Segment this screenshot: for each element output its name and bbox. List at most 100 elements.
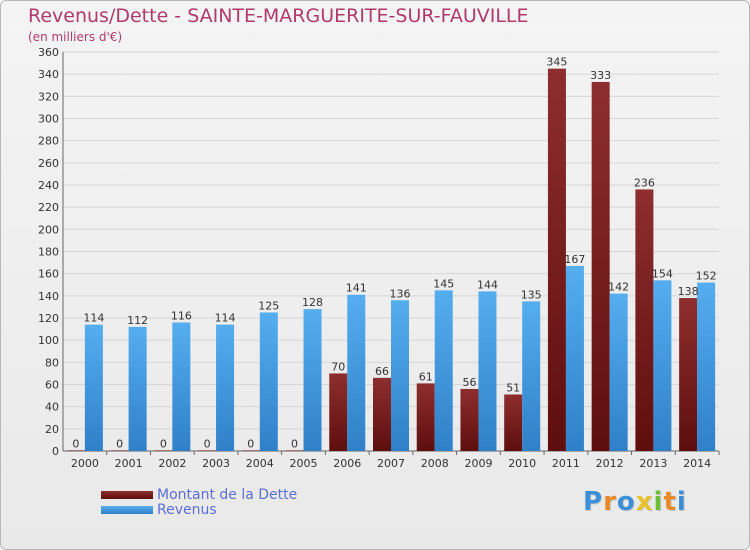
x-tick-label: 2011	[552, 457, 580, 470]
data-label-debt-2008: 61	[419, 370, 433, 383]
data-label-revenue-2002: 116	[171, 309, 192, 322]
bar-revenue-2011	[565, 265, 584, 451]
y-tick-label: 240	[38, 179, 59, 192]
legend-label-debt: Montant de la Dette	[157, 486, 298, 503]
data-label-revenue-2014: 152	[696, 270, 717, 283]
bar-debt-2008	[416, 383, 435, 451]
data-label-revenue-2004: 125	[258, 299, 279, 312]
bar-revenue-2000	[84, 324, 103, 451]
bar-revenue-2013	[653, 280, 672, 451]
data-label-revenue-2011: 167	[564, 253, 585, 266]
data-label-revenue-2008: 145	[433, 277, 454, 290]
chart-subtitle: (en milliers d'€)	[28, 30, 123, 44]
x-tick-label: 2014	[683, 457, 711, 470]
bar-debt-2006	[329, 373, 348, 451]
data-label-debt-2006: 70	[331, 360, 345, 373]
legend-swatch-debt	[101, 490, 153, 499]
bar-debt-2013	[635, 189, 654, 451]
x-tick-label: 2000	[71, 457, 99, 470]
x-tick-label: 2009	[464, 457, 492, 470]
logo-letter: r	[603, 487, 617, 517]
bar-revenue-2006	[347, 294, 366, 451]
data-label-revenue-2006: 141	[346, 282, 367, 295]
y-tick-label: 140	[38, 290, 59, 303]
x-tick-label: 2008	[421, 457, 449, 470]
proxiti-logo: Proxiti	[583, 487, 687, 517]
data-label-revenue-2009: 144	[477, 278, 498, 291]
bar-revenue-2012	[609, 293, 628, 451]
bar-debt-2003	[198, 450, 217, 451]
logo-letter: i	[676, 487, 687, 517]
bar-debt-2014	[679, 298, 698, 451]
data-label-debt-2012: 333	[590, 69, 611, 82]
y-tick-label: 0	[52, 445, 59, 458]
legend-swatch-revenue	[101, 505, 153, 514]
bar-debt-2001	[110, 450, 129, 451]
bar-revenue-2001	[128, 326, 147, 451]
x-tick-label: 2010	[508, 457, 536, 470]
bar-debt-2012	[591, 81, 610, 452]
bar-layer	[66, 68, 716, 452]
y-tick-label: 100	[38, 334, 59, 347]
y-tick-label: 40	[45, 401, 59, 414]
x-tick-label: 2004	[246, 457, 274, 470]
data-label-debt-2007: 66	[375, 365, 389, 378]
logo-letter: P	[583, 487, 604, 517]
bar-debt-2007	[373, 377, 391, 451]
data-label-revenue-2010: 135	[521, 288, 542, 301]
y-tick-label: 260	[38, 157, 59, 170]
logo-letter: o	[616, 487, 636, 517]
data-label-revenue-2007: 136	[390, 287, 411, 300]
bar-debt-2010	[504, 394, 523, 451]
y-tick-label: 60	[45, 379, 59, 392]
bar-revenue-2005	[303, 309, 322, 451]
y-tick-label: 80	[45, 356, 59, 369]
bar-revenue-2002	[172, 322, 191, 451]
data-label-revenue-2013: 154	[652, 267, 673, 280]
bar-debt-2004	[241, 450, 260, 451]
data-label-debt-2009: 56	[462, 376, 476, 389]
x-tick-label: 2013	[639, 457, 667, 470]
logo-letter: t	[663, 487, 677, 517]
y-tick-label: 320	[38, 90, 59, 103]
y-tick-label: 120	[38, 312, 59, 325]
data-label-revenue-2000: 114	[83, 312, 104, 325]
bar-revenue-2009	[478, 291, 497, 451]
legend: Montant de la Dette Revenus	[101, 486, 298, 518]
y-tick-label: 200	[38, 223, 59, 236]
bar-revenue-2014	[697, 282, 716, 451]
data-label-debt-2014: 138	[678, 285, 699, 298]
y-tick-label: 360	[38, 46, 59, 59]
data-label-revenue-2005: 128	[302, 296, 323, 309]
y-tick-label: 160	[38, 268, 59, 281]
y-tick-label: 300	[38, 113, 59, 126]
bar-revenue-2007	[391, 300, 409, 451]
data-label-debt-2003: 0	[204, 437, 211, 450]
y-tick-label: 340	[38, 68, 59, 81]
x-tick-label: 2001	[115, 457, 143, 470]
bar-debt-2009	[460, 388, 479, 451]
data-label-revenue-2012: 142	[608, 281, 629, 294]
data-label-revenue-2001: 112	[127, 314, 148, 327]
data-label-debt-2000: 0	[72, 437, 79, 450]
legend-item-debt: Montant de la Dette	[101, 486, 298, 503]
data-label-debt-2001: 0	[116, 437, 123, 450]
x-tick-label: 2012	[596, 457, 624, 470]
chart-title: Revenus/Dette - SAINTE-MARGUERITE-SUR-FA…	[28, 5, 529, 27]
bar-revenue-2010	[522, 301, 541, 451]
data-label-debt-2011: 345	[546, 56, 567, 69]
bar-revenue-2008	[434, 290, 453, 451]
data-label-debt-2010: 51	[506, 381, 520, 394]
bar-revenue-2003	[216, 324, 235, 451]
bar-revenue-2004	[259, 312, 278, 451]
data-label-debt-2005: 0	[291, 437, 298, 450]
bar-debt-2011	[547, 68, 566, 451]
legend-item-revenue: Revenus	[101, 502, 297, 518]
x-tick-label: 2002	[158, 457, 186, 470]
x-tick-label: 2005	[290, 457, 318, 470]
data-label-revenue-2003: 114	[215, 312, 236, 325]
x-tick-label: 2007	[377, 457, 405, 470]
y-tick-label: 280	[38, 135, 59, 148]
